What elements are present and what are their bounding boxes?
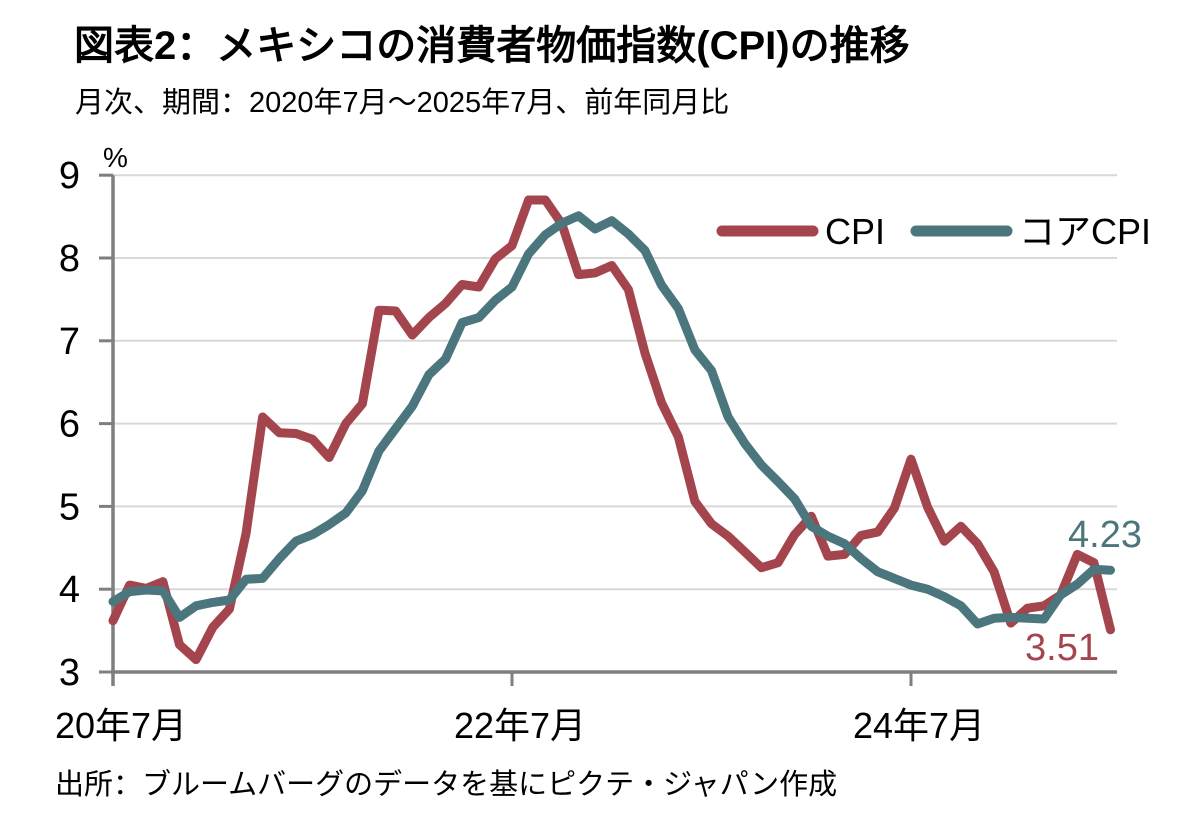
y-axis-tick-label: 6	[59, 404, 80, 446]
source-note: 出所：ブルームバーグのデータを基にピクテ・ジャパン作成	[55, 769, 838, 801]
y-axis-tick-label: 4	[59, 569, 80, 611]
figure-title: 図表2：メキシコの消費者物価指数(CPI)の推移	[74, 24, 910, 68]
end-value-label-cpi: 3.51	[1025, 627, 1099, 669]
y-axis-tick-label: 8	[59, 238, 80, 280]
end-value-label-core-cpi: 4.23	[1068, 514, 1142, 556]
figure-subtitle: 月次、期間：2020年7月～2025年7月、前年同月比	[75, 87, 730, 119]
y-axis-tick-label: 5	[59, 486, 80, 528]
core-cpi-series-line	[108, 211, 1115, 629]
y-axis-tick-label: 3	[59, 652, 80, 694]
series-lines	[108, 195, 1115, 665]
cpi-series-line	[108, 195, 1115, 665]
y-axis-unit-label: %	[103, 142, 128, 173]
gridlines	[113, 174, 1117, 591]
x-axis-tick-label: 20年7月	[55, 705, 187, 746]
y-axis-tick-label: 9	[59, 155, 80, 197]
x-axis-tick-label: 22年7月	[454, 705, 586, 746]
legend-label-cpi: CPI	[825, 211, 885, 252]
y-axis-tick-label: 7	[59, 321, 80, 363]
axes: 3 4 5 6 7 8 9 20年7月 22年7月 24年7月	[55, 155, 1117, 746]
legend-label-core-cpi: コアCPI	[1019, 211, 1151, 252]
x-axis-tick-label: 24年7月	[853, 705, 985, 746]
legend: CPI コアCPI	[716, 211, 1151, 252]
